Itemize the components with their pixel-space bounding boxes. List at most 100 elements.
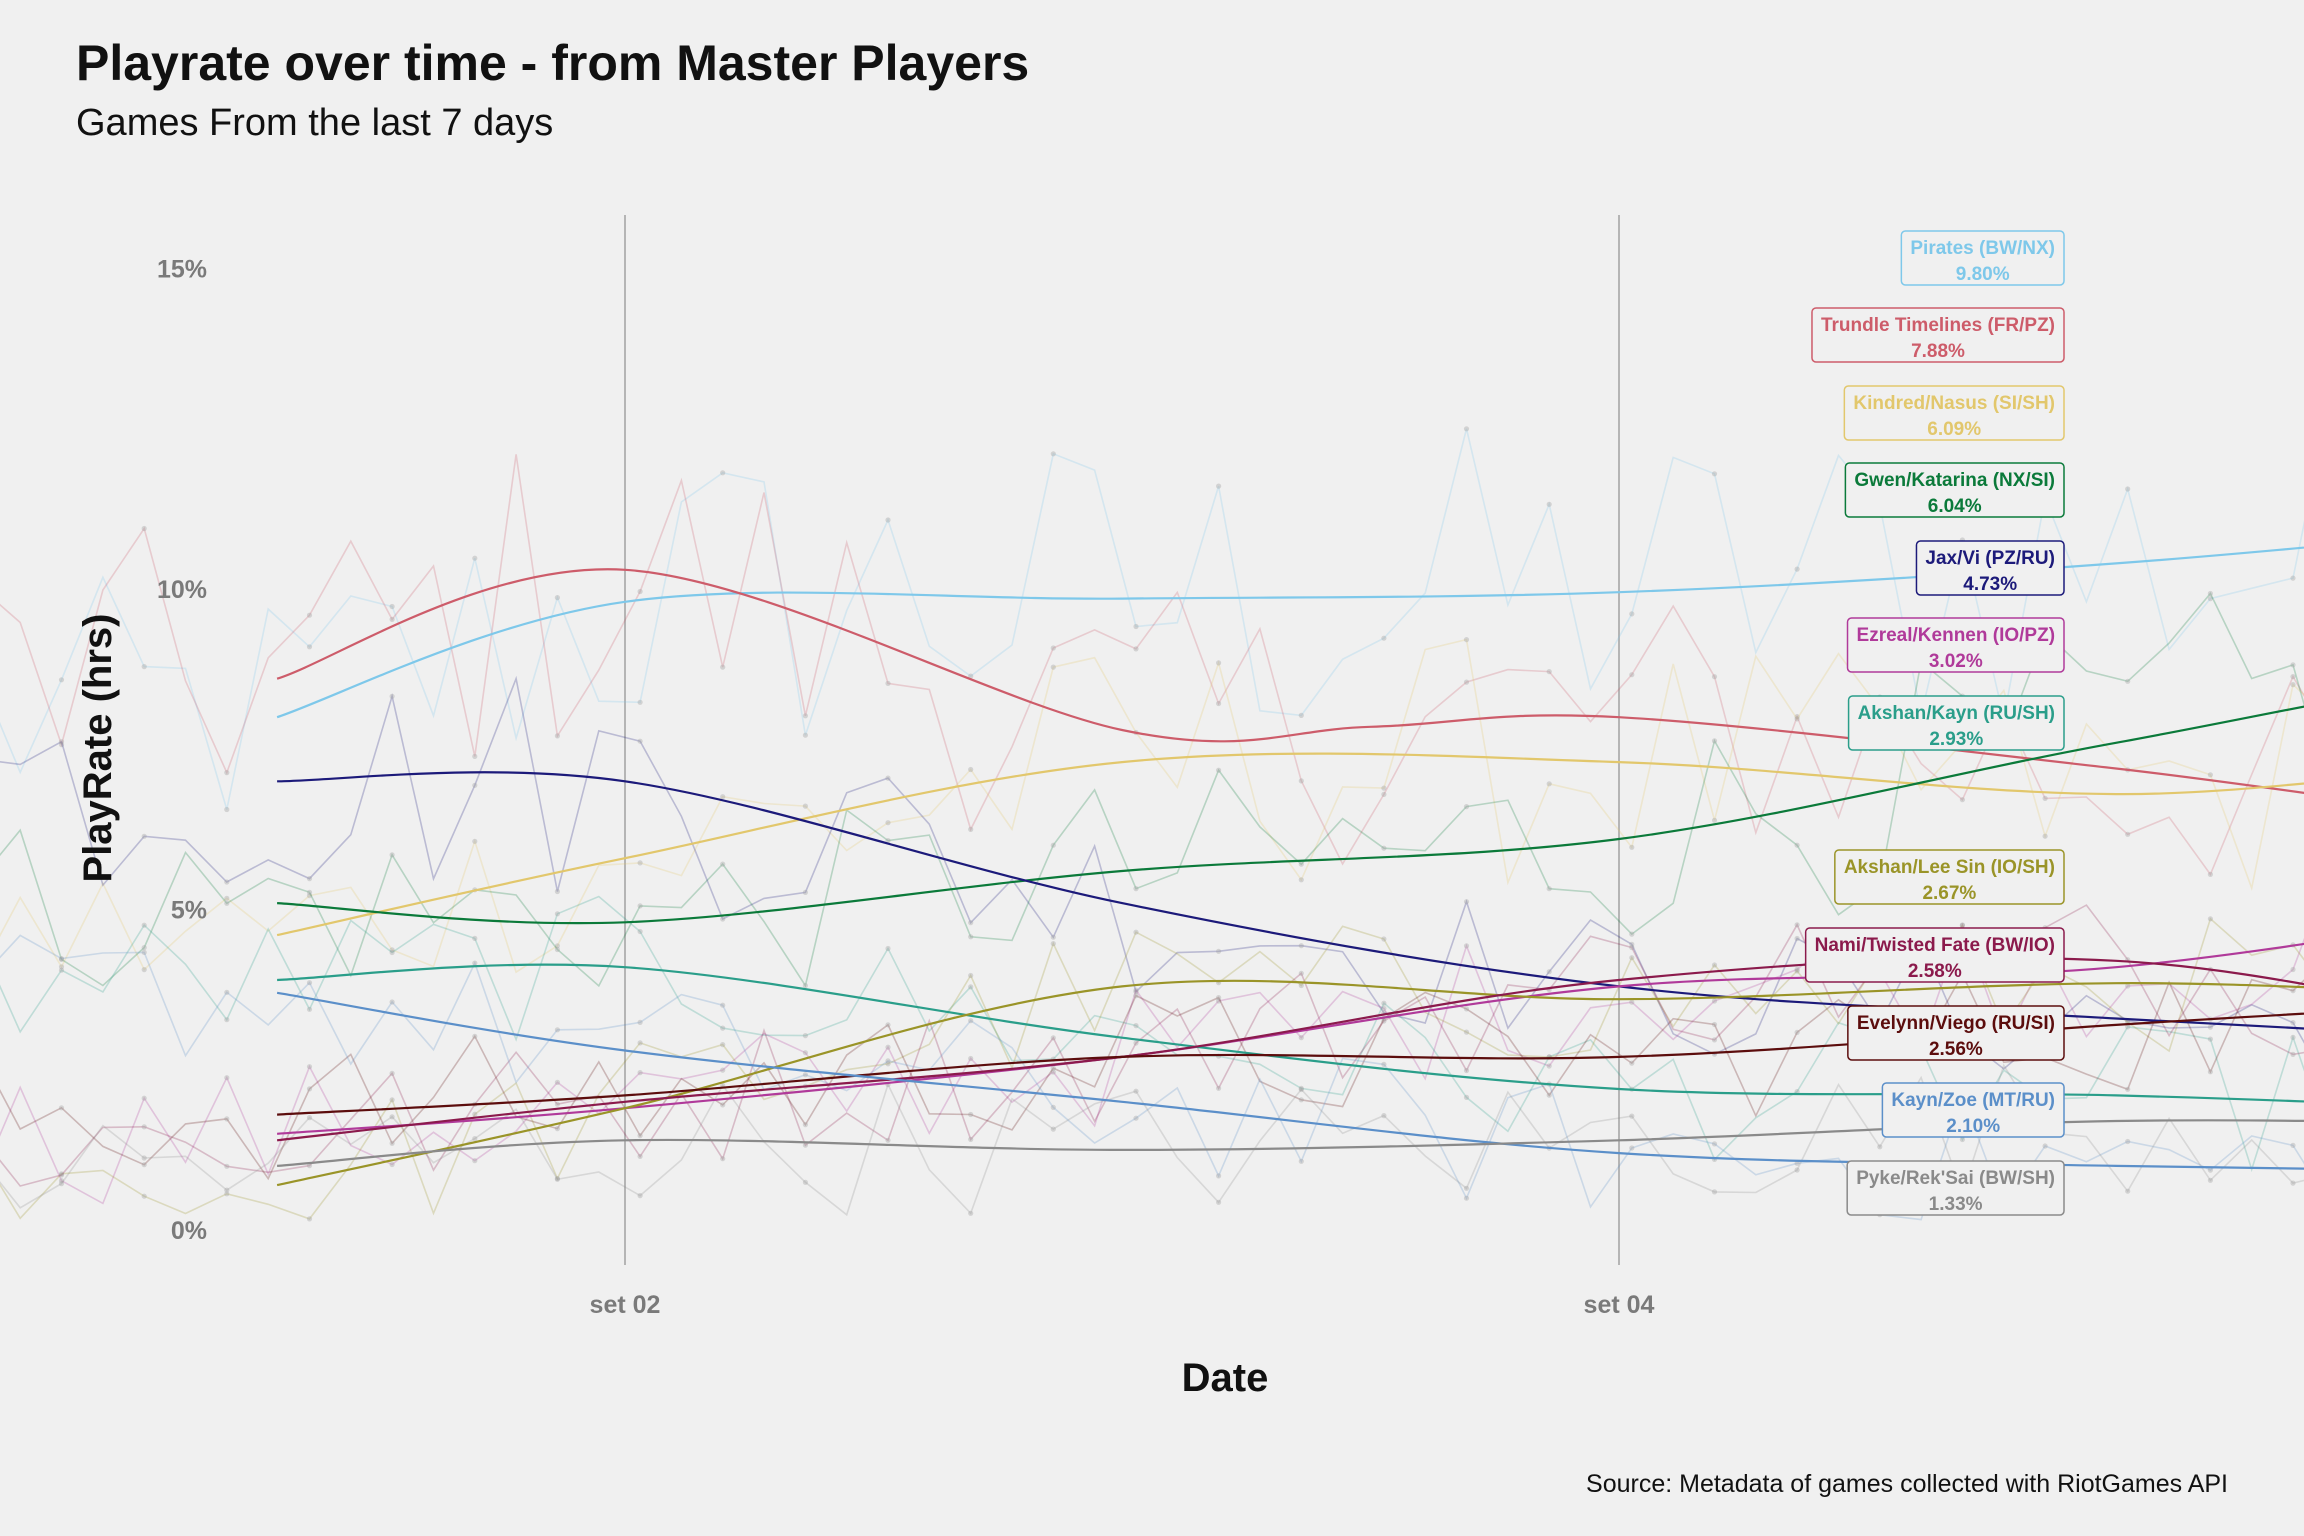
series-name-label: Akshan/Lee Sin (IO/SH) [1844, 857, 2055, 878]
raw-point [637, 588, 643, 595]
source-caption: Source: Metadata of games collected with… [1586, 1470, 2228, 1498]
series-value-label: 7.88% [1911, 341, 1965, 362]
raw-point [1298, 1085, 1304, 1091]
raw-series-trace [0, 638, 2304, 974]
raw-point [968, 1018, 974, 1024]
raw-point [2290, 966, 2296, 973]
raw-point [968, 920, 974, 926]
trend-lines [276, 546, 2304, 1187]
raw-point [2125, 983, 2131, 989]
raw-point [968, 1210, 974, 1216]
raw-point [1794, 842, 1800, 848]
raw-point [1629, 672, 1635, 678]
raw-point [802, 1072, 809, 1078]
raw-point [1629, 1060, 1635, 1066]
raw-point [58, 677, 65, 683]
raw-series-trace [0, 592, 2304, 988]
raw-point [1794, 968, 1800, 974]
raw-point [2125, 1024, 2131, 1030]
raw-point [1050, 842, 1056, 848]
raw-point [1711, 998, 1718, 1004]
raw-point [224, 806, 230, 813]
raw-point [1794, 922, 1800, 928]
raw-point [1959, 922, 1965, 929]
raw-point [1050, 941, 1056, 947]
raw-point [224, 895, 230, 901]
raw-point [306, 644, 313, 650]
raw-point [1298, 970, 1304, 976]
series-label-box: Nami/Twisted Fate (BW/IO) 2.58% [1804, 927, 2065, 983]
raw-point [389, 1097, 395, 1103]
raw-point [554, 1176, 561, 1182]
raw-series-trace [0, 917, 2304, 1220]
raw-point [1381, 1000, 1387, 1006]
raw-point [2207, 590, 2213, 597]
raw-point [802, 1142, 809, 1148]
raw-point [885, 1044, 891, 1050]
raw-point [720, 1156, 726, 1162]
raw-point [141, 1124, 147, 1130]
raw-point [141, 1162, 147, 1168]
raw-point [637, 903, 643, 909]
raw-point [720, 794, 726, 800]
series-value-label: 1.33% [1929, 1194, 1983, 1215]
raw-point [968, 766, 974, 773]
raw-point [1877, 1144, 1883, 1150]
raw-point [306, 1006, 313, 1012]
series-trend-line [276, 991, 2304, 1170]
raw-point [1711, 1189, 1718, 1195]
raw-point [141, 664, 147, 670]
raw-point [1463, 1006, 1470, 1012]
raw-point [58, 1181, 65, 1187]
raw-point [2125, 1138, 2131, 1145]
raw-point [141, 945, 147, 951]
raw-point [472, 1111, 478, 1117]
raw-point [1216, 1199, 1222, 1205]
raw-point [1463, 899, 1470, 905]
series-labels: Pirates (BW/NX) 9.80% Trundle Timelines (F… [1804, 230, 2065, 1216]
raw-point [1711, 1141, 1718, 1147]
y-axis-title: PlayRate (hrs) [76, 614, 120, 883]
series-value-label: 6.04% [1928, 496, 1982, 517]
raw-point [1711, 817, 1718, 823]
raw-point [1629, 955, 1635, 961]
series-trend-line [277, 1012, 2304, 1116]
series-label-box: Pirates (BW/NX) 9.80% [1900, 230, 2065, 286]
raw-point [306, 1115, 313, 1121]
raw-point [1050, 1104, 1056, 1110]
raw-point [720, 1002, 726, 1008]
raw-point [1216, 995, 1222, 1001]
raw-point [637, 1070, 643, 1076]
raw-point [1463, 1195, 1470, 1201]
series-name-label: Pyke/Rek'Sai (BW/SH) [1856, 1168, 2055, 1189]
raw-point [1216, 998, 1222, 1004]
raw-point [1546, 969, 1552, 975]
raw-point [58, 956, 65, 962]
raw-point [1216, 1173, 1222, 1179]
raw-point [637, 928, 643, 935]
raw-point [1133, 646, 1139, 652]
raw-point [637, 1193, 643, 1199]
raw-point [1381, 1005, 1387, 1012]
raw-point [802, 1179, 809, 1185]
raw-point [1133, 1040, 1139, 1046]
raw-point [306, 980, 313, 986]
raw-point [2207, 871, 2213, 878]
series-name-label: Jax/Vi (PZ/RU) [1925, 548, 2055, 569]
raw-point [1050, 1035, 1056, 1041]
raw-point [885, 838, 891, 844]
series-value-label: 6.09% [1927, 419, 1981, 440]
raw-point [58, 956, 65, 963]
series-trend-line [277, 1119, 2304, 1167]
raw-point [2207, 1167, 2213, 1173]
raw-point [1298, 1086, 1304, 1093]
series-label-box: Pyke/Rek'Sai (BW/SH) 1.33% [1846, 1160, 2065, 1216]
raw-point [1794, 966, 1800, 973]
raw-point [2125, 486, 2131, 492]
raw-point [885, 1058, 891, 1064]
raw-point [554, 595, 561, 601]
raw-point [2290, 1051, 2296, 1057]
raw-point [1298, 1035, 1304, 1041]
